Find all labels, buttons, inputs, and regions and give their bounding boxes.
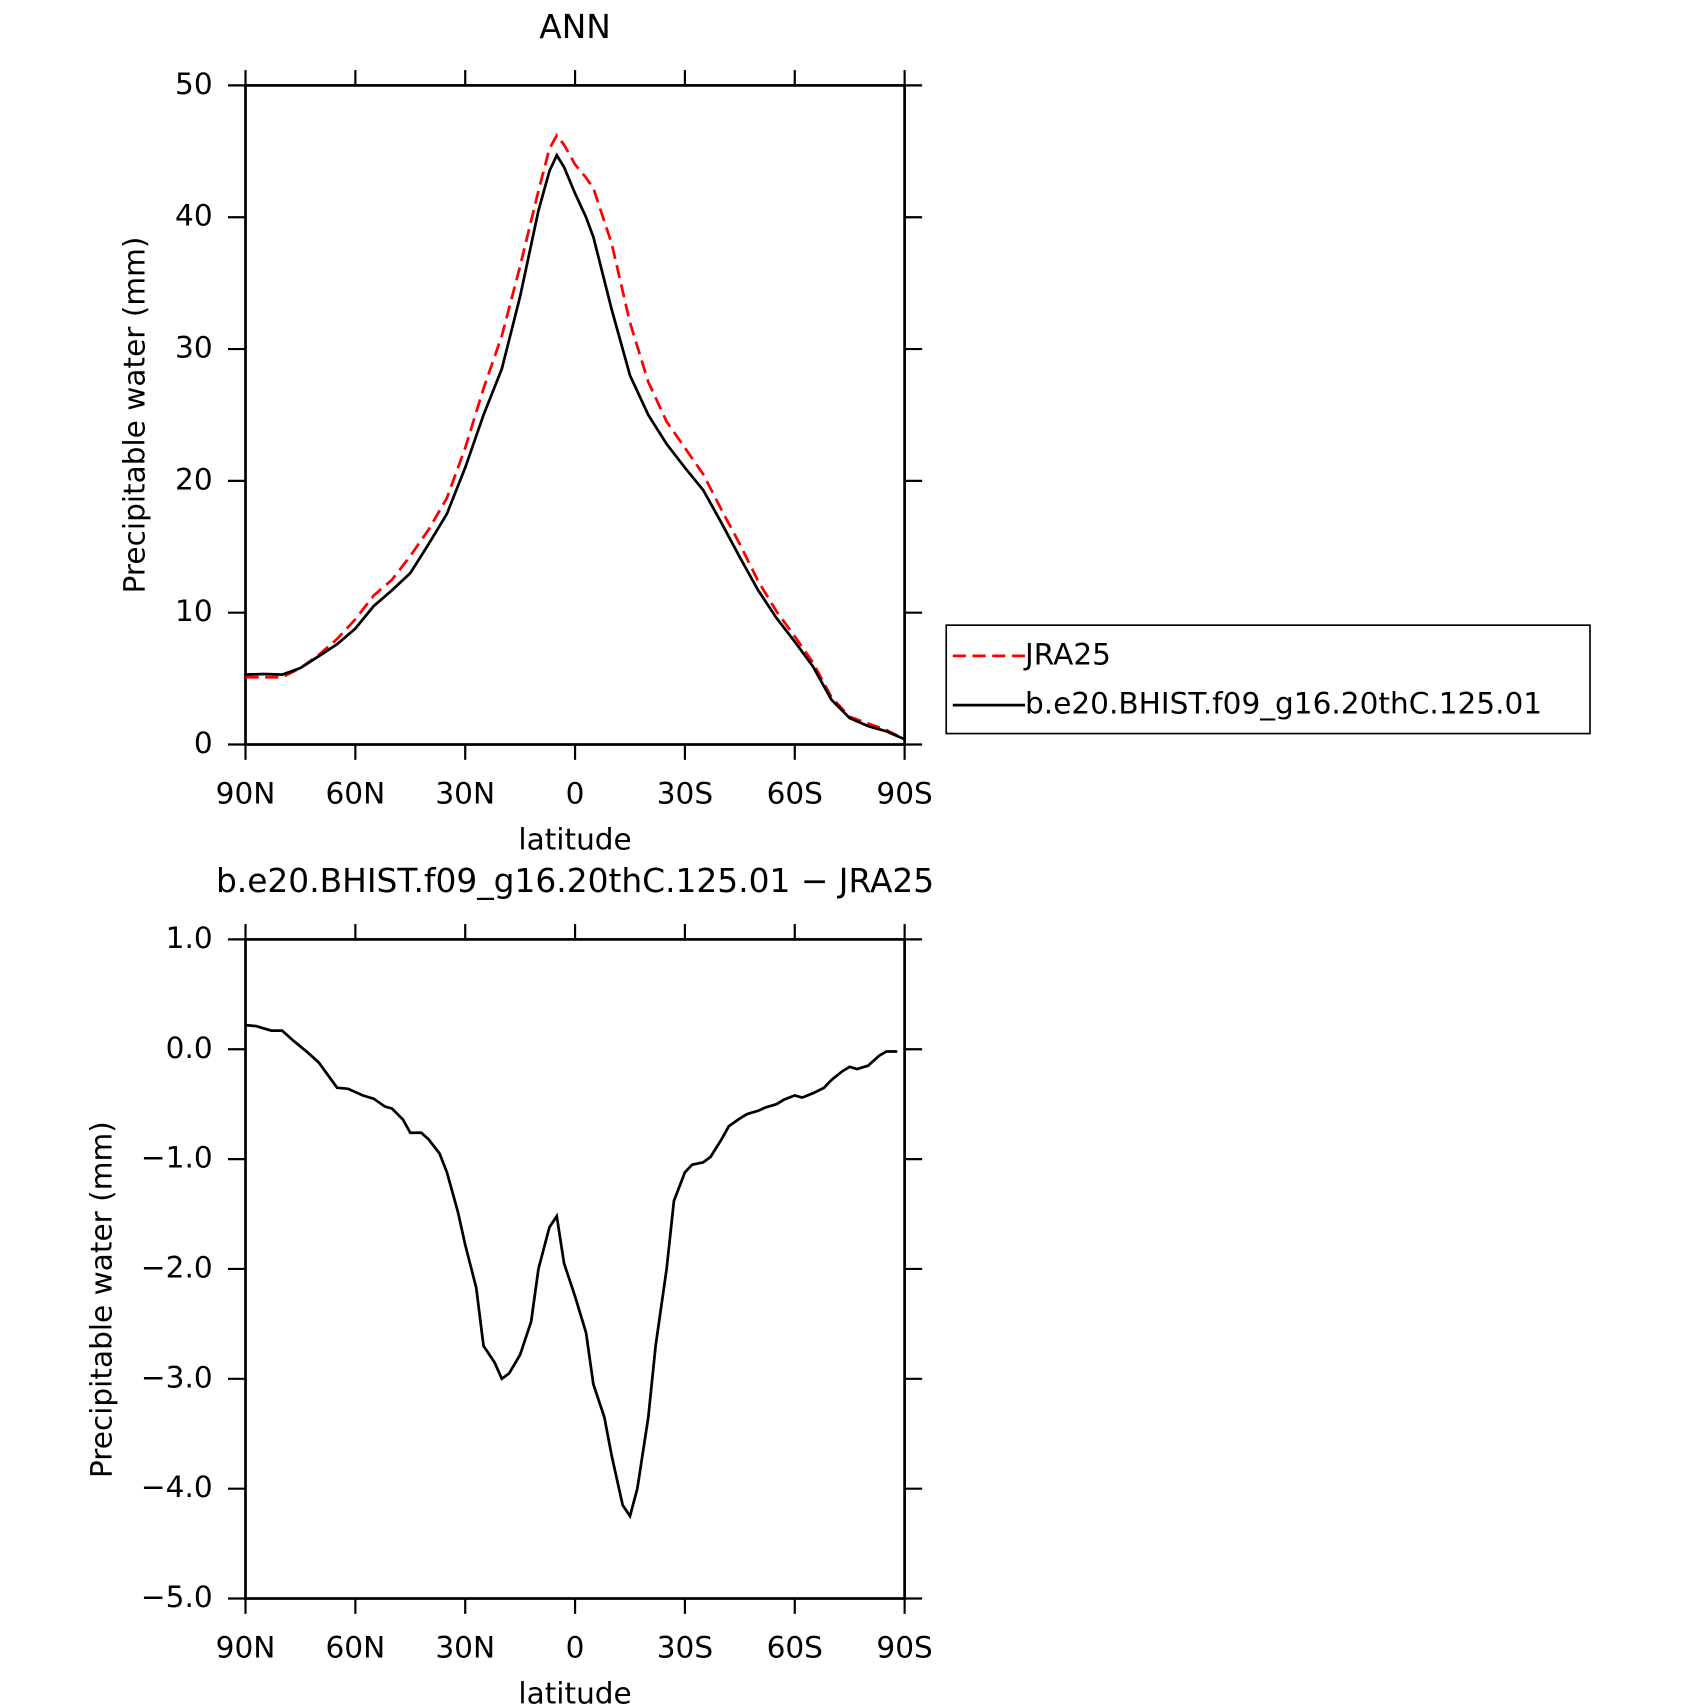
y-tick-label: 0.0	[166, 1031, 213, 1065]
x-tick-label: 60S	[767, 776, 823, 810]
y-tick-label: −2.0	[141, 1250, 213, 1284]
x-tick-label: 30N	[435, 1630, 495, 1664]
y-tick-label: −4.0	[141, 1470, 213, 1504]
x-axis-label: latitude	[518, 822, 631, 856]
plot-frame	[244, 84, 906, 746]
x-tick-label: 60N	[326, 776, 386, 810]
y-tick-label: 30	[175, 331, 213, 365]
x-tick-label: 0	[566, 1630, 585, 1664]
x-tick-label: 60N	[326, 1630, 386, 1664]
x-tick-label: 90S	[876, 1630, 932, 1664]
legend-box	[945, 624, 1591, 735]
y-axis-label: Precipitable water (mm)	[85, 1121, 119, 1478]
legend-label: JRA25	[1023, 637, 1111, 671]
x-tick-label: 30S	[657, 1630, 713, 1664]
x-tick-label: 30N	[435, 776, 495, 810]
x-tick-label: 90N	[216, 776, 276, 810]
y-tick-label: 50	[175, 67, 213, 101]
data-line	[245, 133, 906, 741]
plot-frame	[244, 938, 906, 1600]
y-tick-label: −3.0	[141, 1360, 213, 1394]
y-tick-label: −1.0	[141, 1141, 213, 1175]
y-tick-label: 0	[194, 726, 213, 760]
y-tick-label: 10	[175, 594, 213, 628]
data-line	[245, 152, 906, 741]
y-axis-label: Precipitable water (mm)	[118, 237, 152, 594]
x-tick-label: 90N	[216, 1630, 276, 1664]
x-tick-label: 0	[566, 776, 585, 810]
x-tick-label: 60S	[767, 1630, 823, 1664]
x-tick-label: 90S	[876, 776, 932, 810]
y-tick-label: −5.0	[141, 1580, 213, 1614]
x-tick-label: 30S	[657, 776, 713, 810]
data-line	[245, 1023, 898, 1520]
y-tick-label: 1.0	[166, 921, 213, 955]
x-axis-label: latitude	[518, 1676, 631, 1708]
chart-title: b.e20.BHIST.f09_g16.20thC.125.01 − JRA25	[216, 862, 934, 900]
y-tick-label: 40	[175, 199, 213, 233]
legend-label: b.e20.BHIST.f09_g16.20thC.125.01	[1025, 687, 1542, 721]
chart-title: ANN	[539, 8, 611, 46]
y-tick-label: 20	[175, 462, 213, 496]
